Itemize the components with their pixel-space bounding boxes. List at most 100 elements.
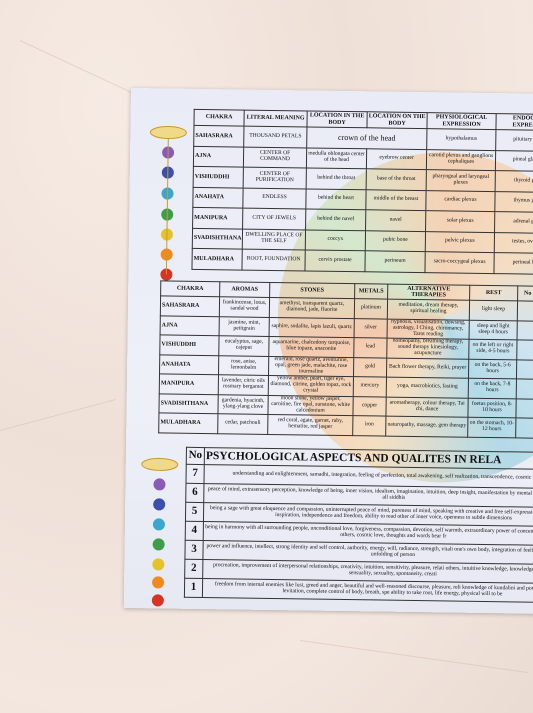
- cell: 2: [184, 559, 203, 579]
- cell: amethyst, transparent quartz, diamond, j…: [269, 297, 355, 319]
- cell: eucalyptus, sage, cajeput: [218, 335, 270, 356]
- header-cell: CHAKRA: [193, 109, 245, 127]
- cell: on the back, 5-6 hours: [468, 358, 517, 379]
- cell: gold: [353, 357, 387, 378]
- cell: CITY OF JEWELS: [242, 208, 306, 230]
- cell: hypothalamus: [426, 128, 496, 151]
- cell: solar plexus: [425, 210, 495, 233]
- cell: on the stomach, 10-12 hours: [467, 417, 516, 438]
- empty-cell: [517, 300, 533, 321]
- cell: MANIPURA: [159, 373, 219, 395]
- empty-cell: [515, 398, 533, 419]
- cell: 6: [185, 483, 204, 503]
- table-basics: CHAKRA LITERAL MEANING LOCATION IN THE BOD…: [191, 109, 533, 275]
- table-therapies: CHAKRA AROMAS STONES METALS ALTERNATIVE THER…: [158, 280, 533, 438]
- cell: emerald, rose quartz, aventurine, opal, …: [268, 355, 354, 377]
- cell: sleep and light sleep 4 hours: [469, 319, 518, 340]
- cell: perineal bo: [493, 252, 533, 274]
- cell: light sleep: [469, 300, 518, 321]
- cell: 7: [185, 464, 205, 484]
- cell: 1: [184, 578, 203, 598]
- cell: DWELLING PLACE OF THE SELF: [242, 228, 306, 250]
- cell: pubic bone: [365, 230, 426, 252]
- cell: jasmine, mint, petitgrain: [219, 316, 270, 337]
- cell: moon stone, yellow jasper, carnitine, fi…: [267, 394, 354, 416]
- header-cell: LOCATION IN THE BODY: [306, 110, 368, 128]
- cell: cedar, patchouli: [217, 413, 268, 434]
- header-cell: STONES: [269, 282, 355, 299]
- cell: SVADISHTHANA: [158, 393, 219, 414]
- header-cell: No: [186, 447, 205, 465]
- header-cell: PHYSIOLOGICAL EXPRESSION: [426, 112, 497, 130]
- cell: naturopathy, massage, gem therapy: [385, 416, 468, 437]
- cell: behind the navel: [305, 208, 366, 231]
- cell: saphire, sodalite, lapis lazuli, quartz: [269, 316, 355, 338]
- cell: VISHUDDHI: [159, 334, 220, 356]
- cell: cervix prostate: [304, 249, 366, 272]
- cell: pituitary gla: [495, 129, 533, 151]
- cell: 5: [185, 502, 204, 522]
- cell: silver: [354, 318, 388, 339]
- header-cell: LITERAL MEANING: [243, 110, 308, 127]
- cell: pineal gland: [495, 150, 533, 172]
- cell: SAHASRARA: [193, 125, 244, 147]
- cell: foetus position, 8-10 hours: [467, 397, 517, 418]
- cell: coccyx: [305, 229, 366, 251]
- empty-cell: [516, 339, 533, 360]
- cell: ANAHATA: [192, 186, 244, 209]
- chakra-icons: [141, 126, 187, 607]
- cell: yellow amber, pearl, tiger eye, diamond,…: [268, 375, 354, 397]
- cell: cardiac plexus: [425, 190, 496, 212]
- cell: CENTER OF PURIFICATION: [243, 167, 307, 189]
- cell: MULADHARA: [158, 412, 218, 434]
- header-cell: METALS: [354, 283, 388, 300]
- empty-cell: [516, 359, 533, 380]
- cell: crown of the head: [306, 126, 427, 150]
- cell: aquamarine, chalcedony turquoise, blue t…: [268, 336, 355, 358]
- cell: AJNA: [193, 145, 244, 168]
- header-cell: ALTERNATIVE THERAPIES: [387, 284, 470, 301]
- header-cell: ENDOCRI EXPRESSI: [495, 113, 533, 131]
- cell: gardenia, hyacinth, ylang-ylang clove: [217, 394, 269, 415]
- cell: VISHUDDHI: [193, 166, 244, 188]
- row: MULADHARA cedar, patchouli red coral, agat…: [158, 412, 533, 438]
- cell: sacro-coccygeal plexus: [424, 251, 495, 274]
- cell: rose, anise, lemonbalm: [218, 355, 269, 376]
- cell: navel: [365, 209, 426, 232]
- cell: adrenal gla: [494, 211, 533, 233]
- header-cell: CHAKRA: [160, 280, 220, 297]
- cell: 3: [184, 540, 204, 560]
- cell: SAHASRARA: [160, 295, 220, 317]
- cell: meditation, dream therapy, spiritual hea…: [387, 299, 470, 320]
- cell: aromatherapy, colour therapy, Tai chi, d…: [385, 396, 469, 418]
- cell: red coral, agate, garnet, ruby, hematite…: [267, 414, 353, 436]
- cell: CENTER OF COMMAND: [243, 146, 307, 168]
- cell: carotid plexus and ganglions cephaliques: [426, 149, 496, 171]
- poster: CHAKRA LITERAL MEANING LOCATION IN THE BOD…: [123, 88, 533, 614]
- header-cell: No: [517, 285, 533, 302]
- cell: base of the throat: [366, 168, 427, 191]
- cell: eyebrow center: [366, 148, 427, 170]
- cell: lavender, citric oils rosmary bergamot: [218, 374, 269, 395]
- cell: ROOT, FOUNDATION: [241, 249, 306, 271]
- cell: medulla oblongata center of the head: [306, 147, 367, 169]
- icon-column-bottom: [141, 457, 179, 607]
- cell: pelvic plexus: [425, 231, 495, 253]
- cell: on the left or right side, 4-5 hours: [468, 339, 518, 360]
- row: 1 freedom from internal enemies like lust…: [184, 578, 533, 603]
- cell: ANAHATA: [159, 354, 219, 375]
- empty-cell: [516, 378, 533, 399]
- header-cell: REST: [469, 285, 518, 301]
- cell: testes, ovari: [494, 232, 533, 254]
- cell: pharyngeal and laryngeal plexes: [426, 169, 496, 192]
- row: MULADHARA ROOT, FOUNDATION cervix prostate…: [191, 248, 533, 274]
- cell: ENDLESS: [242, 187, 307, 209]
- cell: behind the throat: [306, 167, 367, 190]
- header-cell: LOCATION ON THE BODY: [366, 111, 428, 129]
- cell: AJNA: [160, 315, 220, 336]
- cell: middle of the breast: [365, 189, 427, 211]
- cell: yoga, macrobiotics, fasting: [386, 377, 469, 398]
- table-psychology: No PSYCHOLOGICAL ASPECTS AND QUALITES IN …: [184, 447, 533, 604]
- cell: MANIPURA: [192, 207, 243, 229]
